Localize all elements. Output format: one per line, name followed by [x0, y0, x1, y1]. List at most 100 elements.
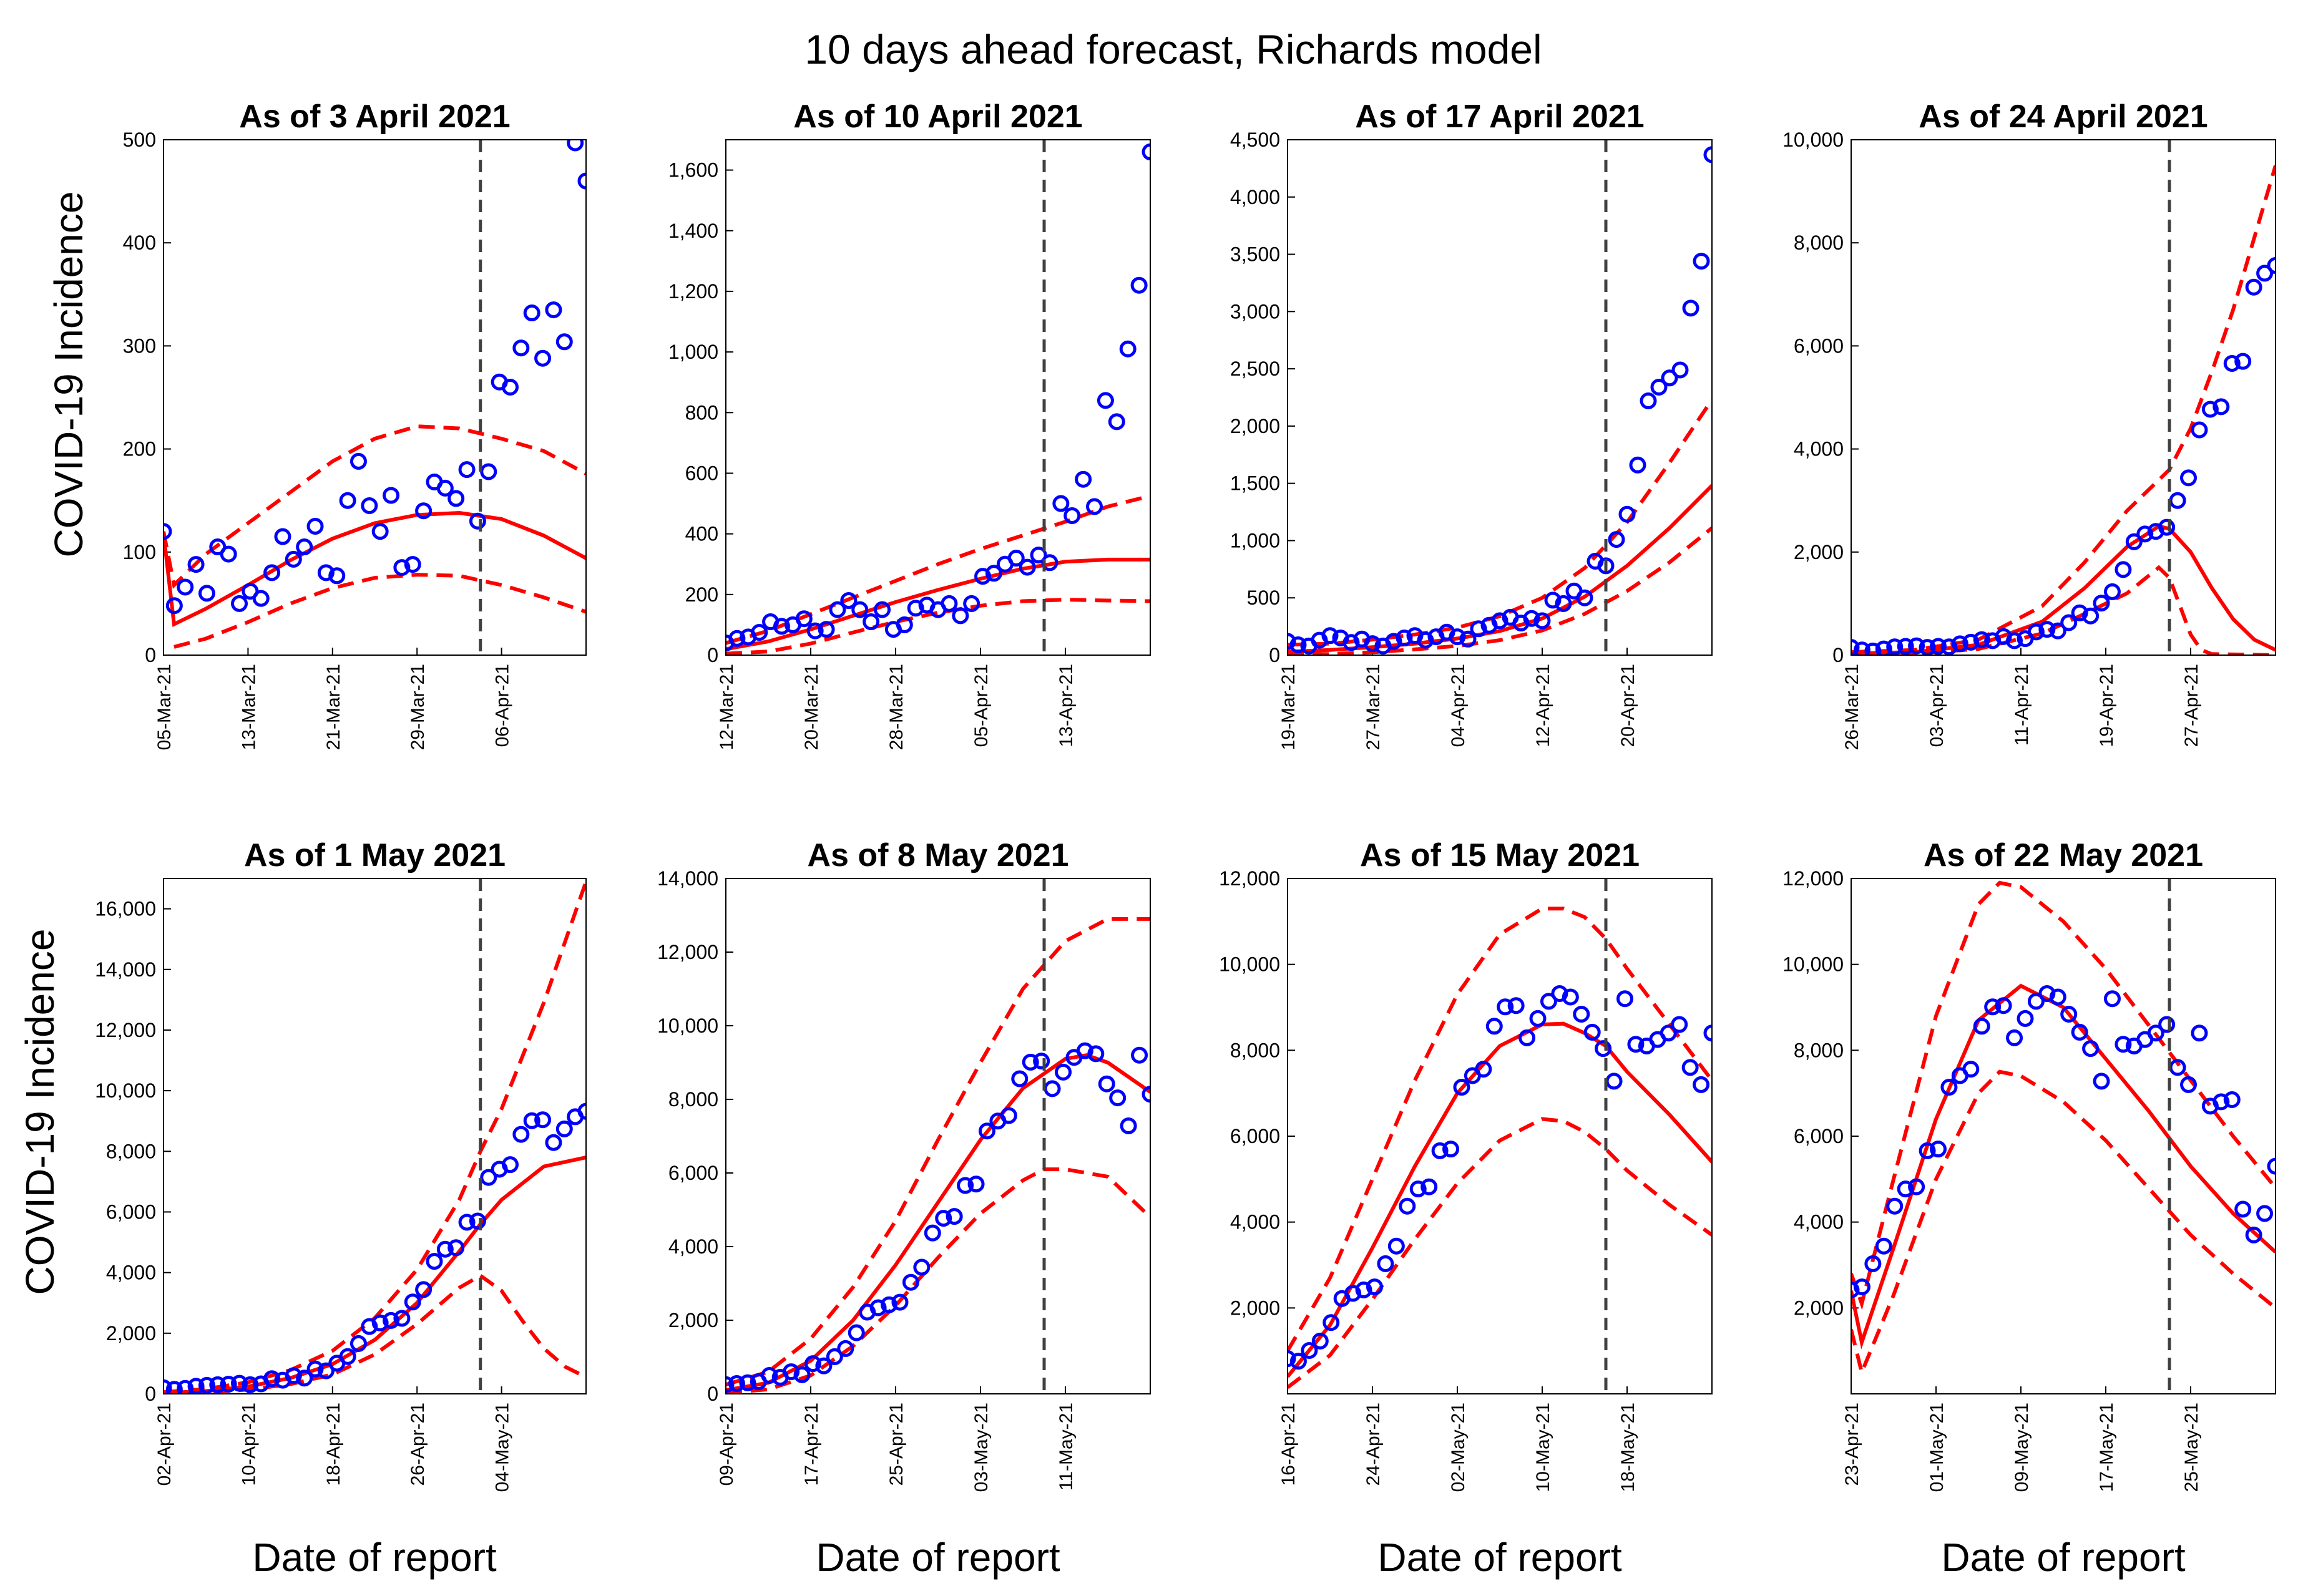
observed-point: [2082, 607, 2100, 625]
x-tick-label: 17-May-21: [2096, 1403, 2117, 1492]
observed-point: [848, 1324, 865, 1341]
observed-point: [534, 1111, 552, 1129]
y-tick-label: 2,000: [1794, 1297, 1844, 1319]
observed-point: [1851, 1281, 1860, 1298]
y-tick-label: 12,000: [657, 941, 718, 963]
observed-point: [1497, 998, 1514, 1016]
observed-point: [795, 610, 813, 628]
x-tick-label: 20-Mar-21: [801, 664, 822, 750]
panel-title: As of 10 April 2021: [793, 99, 1082, 135]
model-fit-line: [1288, 484, 1712, 654]
observed-point: [415, 502, 433, 520]
observed-point: [164, 1379, 172, 1394]
observed-point: [2213, 1093, 2230, 1111]
observed-point: [728, 1375, 745, 1392]
observed-point: [306, 1360, 324, 1378]
y-tick-label: 0: [145, 1383, 156, 1405]
observed-point: [1075, 470, 1092, 488]
observed-point: [1030, 547, 1047, 564]
observed-point: [2017, 1010, 2034, 1027]
observed-point: [1618, 505, 1636, 523]
observed-point: [1875, 1237, 1892, 1255]
observed-point: [328, 567, 346, 585]
observed-point: [1984, 998, 2002, 1016]
observed-point: [1576, 589, 1593, 606]
upper-bound-line: [1851, 880, 2276, 1310]
observed-point: [1000, 1107, 1017, 1124]
observed-point: [1007, 550, 1025, 567]
observed-point: [1962, 633, 1980, 651]
observed-point: [2103, 990, 2121, 1008]
lower-bound-line: [726, 1167, 1150, 1394]
observed-point: [1875, 640, 1892, 655]
observed-point: [1364, 635, 1381, 653]
panel-title: As of 8 May 2021: [807, 837, 1068, 873]
observed-point: [1119, 340, 1137, 358]
observed-point: [1640, 392, 1657, 410]
observed-point: [383, 487, 400, 504]
observed-point: [829, 601, 846, 618]
y-tick-label: 4,000: [1230, 186, 1280, 208]
observed-point: [1449, 628, 1466, 646]
observed-point: [896, 616, 913, 633]
x-tick-label: 26-Apr-21: [408, 1403, 428, 1486]
observed-point: [2256, 1205, 2274, 1222]
axes-frame: [725, 878, 1151, 1394]
observed-point: [1627, 1036, 1645, 1053]
observed-point: [1289, 636, 1307, 653]
observed-point: [2245, 1226, 2262, 1243]
observed-point: [1940, 1079, 1958, 1096]
y-tick-label: 3,000: [1230, 300, 1280, 323]
observed-point: [339, 1348, 356, 1365]
observed-point: [285, 1367, 302, 1384]
x-tick-label: 17-Apr-21: [801, 1403, 822, 1486]
observed-point: [728, 630, 746, 647]
observed-point: [783, 1363, 800, 1381]
observed-point: [523, 1112, 540, 1129]
observed-point: [187, 556, 205, 573]
y-tick-label: 8,000: [1230, 1039, 1280, 1061]
x-tick-label: 06-Apr-21: [492, 664, 513, 747]
x-axis-label-col2: Date of report: [816, 1535, 1060, 1580]
observed-point: [1562, 988, 1579, 1006]
observed-point: [1864, 642, 1882, 655]
y-tick-label: 4,500: [1230, 129, 1280, 151]
y-tick-label: 8,000: [668, 1088, 718, 1111]
observed-point: [1022, 1053, 1039, 1071]
y-tick-label: 12,000: [95, 1019, 156, 1041]
observed-point: [1387, 1237, 1405, 1255]
observed-point: [2191, 421, 2208, 439]
observed-point: [924, 1224, 941, 1242]
y-tick-label: 16,000: [95, 898, 156, 920]
observed-point: [1973, 1018, 1990, 1035]
observed-point: [512, 339, 530, 357]
upper-bound-line: [1288, 907, 1712, 1352]
observed-point: [902, 1273, 919, 1291]
x-axis-label-col4: Date of report: [1941, 1535, 2186, 1580]
y-tick-label: 4,000: [106, 1262, 156, 1284]
x-tick-label: 23-Apr-21: [1842, 1403, 1862, 1486]
panels: As of 3 April 2021 0 100 200 300 400 500 05-Mar…: [95, 99, 2276, 1492]
x-tick-label: 12-Apr-21: [1533, 664, 1553, 747]
observed-point: [231, 1375, 248, 1392]
observed-point: [1929, 1141, 1947, 1158]
y-tick-label: 0: [1832, 644, 1844, 666]
axes-frame: [1851, 139, 2276, 656]
observed-point: [220, 545, 237, 563]
x-tick-label: 10-Apr-21: [238, 1403, 259, 1486]
observed-point: [773, 618, 790, 635]
observed-point: [2267, 1157, 2276, 1175]
observed-point: [231, 595, 248, 612]
lower-bound-line: [1288, 1117, 1712, 1389]
y-tick-label: 6,000: [1230, 1125, 1280, 1147]
y-tick-label: 4,000: [668, 1235, 718, 1258]
observed-point: [317, 1362, 335, 1379]
observed-point: [1459, 630, 1477, 648]
observed-point: [2060, 1006, 2078, 1023]
y-tick-label: 2,000: [668, 1309, 718, 1331]
observed-point: [350, 1335, 367, 1352]
observed-point: [793, 1366, 811, 1383]
observed-point: [804, 1355, 821, 1373]
y-tick-label: 400: [123, 231, 156, 254]
observed-point: [826, 1348, 843, 1365]
